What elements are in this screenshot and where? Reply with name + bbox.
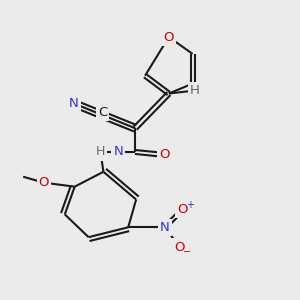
Text: O: O (164, 31, 174, 44)
Text: N: N (69, 97, 79, 110)
Text: H: H (190, 84, 200, 97)
Text: O: O (175, 241, 185, 254)
Text: O: O (177, 203, 188, 216)
Text: H: H (96, 146, 105, 158)
Text: C: C (98, 106, 107, 119)
Text: O: O (39, 176, 49, 189)
Text: O: O (160, 148, 170, 161)
Text: +: + (186, 200, 194, 211)
Text: −: − (183, 247, 191, 257)
Text: N: N (113, 146, 123, 158)
Text: N: N (160, 221, 170, 234)
